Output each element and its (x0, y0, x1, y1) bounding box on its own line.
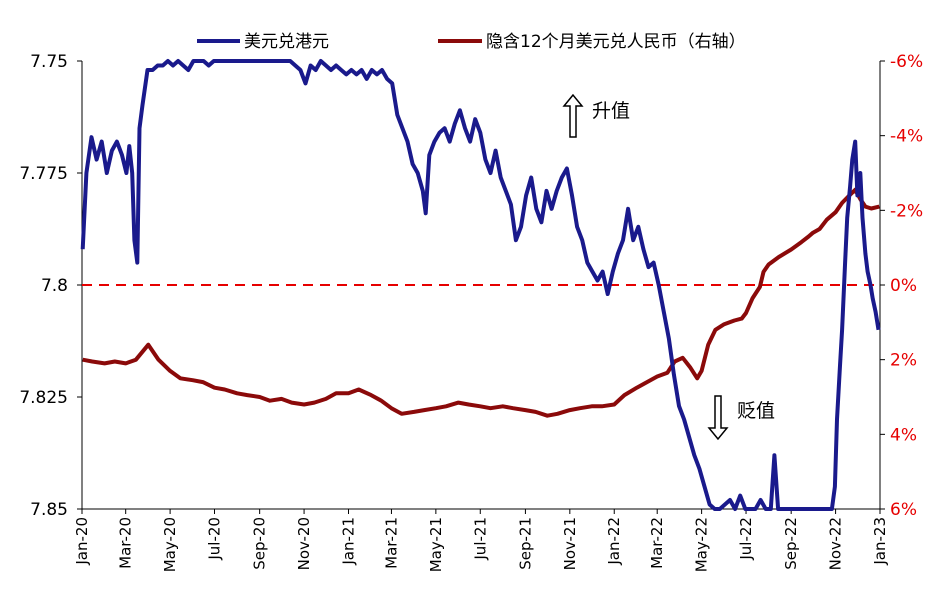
right-tick-label: 6% (890, 500, 917, 520)
x-tick-label: Mar-22 (648, 517, 666, 569)
up-arrow-icon (562, 93, 584, 138)
left-tick-label: 7.775 (19, 164, 68, 184)
series-line-usdhkd (80, 59, 881, 511)
left-tick-label: 7.75 (30, 52, 68, 72)
x-tick-label: Sep-20 (251, 517, 269, 570)
left-tick-label: 7.8 (41, 276, 68, 296)
legend-label-usdhkd: 美元兑港元 (244, 32, 329, 52)
x-tick-label: Nov-21 (561, 517, 579, 570)
legend-label-implied: 隐含12个月美元兑人民币（右轴） (486, 32, 746, 52)
x-tick-label: Mar-20 (117, 517, 135, 569)
x-tick-label: Sep-21 (516, 517, 534, 570)
left-tick-label: 7.825 (19, 388, 68, 408)
x-tick-label: May-20 (161, 517, 179, 572)
x-tick-label: May-21 (427, 517, 445, 572)
right-axis-ticks: -6% -4% -2% 0% 2% 4% 6% (880, 52, 923, 520)
right-tick-label: -4% (890, 127, 923, 147)
right-tick-label: 2% (890, 351, 917, 371)
right-tick-label: -6% (890, 52, 923, 72)
x-tick-label: Jul-21 (471, 517, 489, 561)
left-axis-ticks: 7.75 7.775 7.8 7.825 7.85 (19, 52, 82, 520)
annotation-appreciation: 升值 (562, 93, 630, 138)
annotation-depreciation-label: 贬值 (737, 400, 775, 422)
x-tick-label: Jan-21 (339, 517, 357, 566)
right-tick-label: 0% (890, 276, 917, 296)
x-tick-label: Sep-22 (782, 517, 800, 570)
series-line-implied-usdcny (82, 187, 880, 418)
x-tick-label: Jul-20 (206, 517, 224, 561)
x-tick-label: Jan-23 (871, 517, 889, 566)
x-tick-label: Jan-22 (605, 517, 623, 566)
down-arrow-icon (707, 395, 729, 441)
right-tick-label: -2% (890, 201, 923, 221)
x-tick-label: May-22 (693, 517, 711, 572)
annotation-appreciation-label: 升值 (592, 100, 630, 122)
x-tick-label: Nov-20 (295, 517, 313, 570)
right-tick-label: 4% (890, 425, 917, 445)
x-tick-label: Mar-21 (382, 517, 400, 569)
x-axis-ticks: Jan-20 Mar-20 May-20 Jul-20 Sep-20 Nov-20 Jan-… (73, 509, 889, 572)
x-tick-label: Jan-20 (73, 517, 91, 566)
x-tick-label: Nov-22 (827, 517, 845, 570)
left-tick-label: 7.85 (30, 500, 68, 520)
annotation-depreciation: 贬值 (707, 395, 775, 441)
legend: 美元兑港元 隐含12个月美元兑人民币（右轴） (197, 32, 746, 52)
x-tick-label: Jul-22 (737, 517, 755, 561)
